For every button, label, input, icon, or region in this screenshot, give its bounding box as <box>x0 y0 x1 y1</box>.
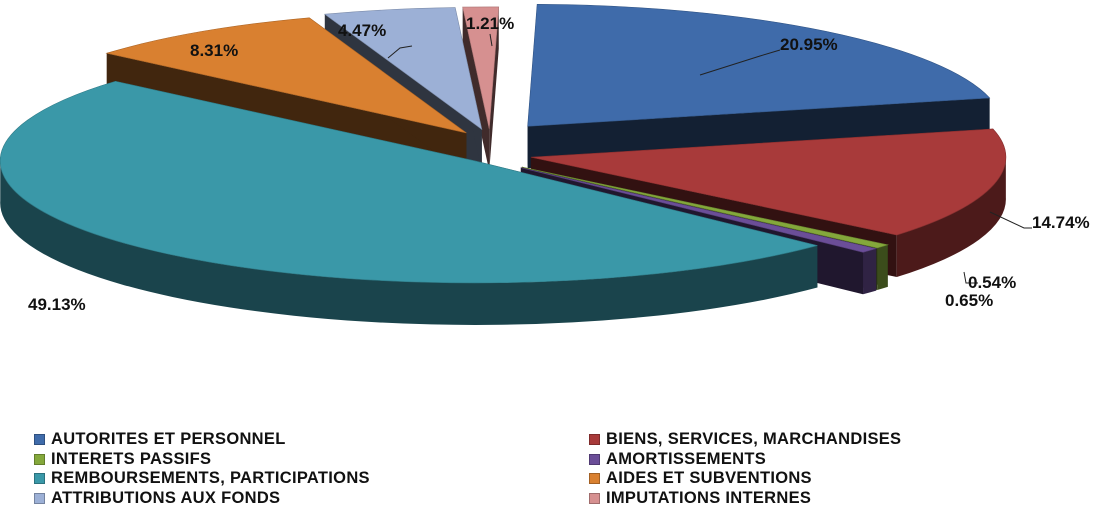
slice-percent-label: 0.54% <box>968 273 1016 292</box>
pie-slice <box>462 6 500 129</box>
slice-percent-label: 49.13% <box>28 295 86 314</box>
leader-line <box>989 211 1032 229</box>
legend-label: AIDES ET SUBVENTIONS <box>606 469 812 488</box>
slice-percent-label: 8.31% <box>190 41 238 60</box>
legend-item: ATTRIBUTIONS AUX FONDS <box>34 489 589 509</box>
slice-cut-face <box>489 6 499 171</box>
legend-swatch <box>589 492 600 504</box>
legend-item: BIENS, SERVICES, MARCHANDISES <box>589 430 1094 450</box>
legend-label: BIENS, SERVICES, MARCHANDISES <box>606 430 902 449</box>
legend-label: INTERETS PASSIFS <box>51 449 212 468</box>
legend-swatch <box>34 492 45 504</box>
legend-label: REMBOURSEMENTS, PARTICIPATIONS <box>51 469 370 488</box>
slice-percent-label: 4.47% <box>338 21 386 40</box>
slice-outer-wall <box>863 248 877 295</box>
leader-line <box>963 271 978 284</box>
slice-percent-label: 1.21% <box>466 14 514 33</box>
legend-item: AMORTISSEMENTS <box>589 450 1094 470</box>
legend-item: IMPUTATIONS INTERNES <box>589 489 1094 509</box>
legend: AUTORITES ET PERSONNEL BIENS, SERVICES, … <box>34 430 1094 508</box>
legend-label: AMORTISSEMENTS <box>606 449 767 468</box>
pie-tops <box>0 4 1007 284</box>
slice-cut-face <box>462 7 490 171</box>
pie-slice <box>105 17 467 134</box>
legend-label: ATTRIBUTIONS AUX FONDS <box>51 488 281 507</box>
legend-label: IMPUTATIONS INTERNES <box>606 488 812 507</box>
leader-line <box>699 49 781 76</box>
pie-slice <box>0 80 818 284</box>
legend-item: AUTORITES ET PERSONNEL <box>34 430 589 450</box>
legend-item: REMBOURSEMENTS, PARTICIPATIONS <box>34 469 589 489</box>
legend-label: AUTORITES ET PERSONNEL <box>51 430 286 449</box>
pie-slice <box>520 167 878 253</box>
slice-outer-wall <box>0 158 818 325</box>
legend-swatch <box>589 434 600 446</box>
legend-item: INTERETS PASSIFS <box>34 450 589 470</box>
slice-outer-wall <box>896 155 1006 278</box>
pie-slice <box>323 7 483 131</box>
legend-item: AIDES ET SUBVENTIONS <box>589 469 1094 489</box>
slice-percent-label: 20.95% <box>780 35 838 54</box>
legend-swatch <box>589 453 600 465</box>
data-labels: 20.95% 14.74% 0.54%0.65% 49.13% 8.31% 4.47% 1.… <box>28 14 1090 314</box>
pie-slice <box>521 166 889 249</box>
slice-percent-label: 0.65% <box>945 291 993 310</box>
slice-percent-label: 14.74% <box>1032 213 1090 232</box>
legend-swatch <box>34 434 45 446</box>
slice-outer-wall <box>877 244 888 290</box>
leader-line <box>387 45 413 59</box>
pie-slice <box>530 128 1007 236</box>
legend-swatch <box>589 473 600 485</box>
legend-swatch <box>34 473 45 485</box>
legend-swatch <box>34 453 45 465</box>
leader-line <box>489 33 493 47</box>
pie-slice <box>527 4 991 127</box>
